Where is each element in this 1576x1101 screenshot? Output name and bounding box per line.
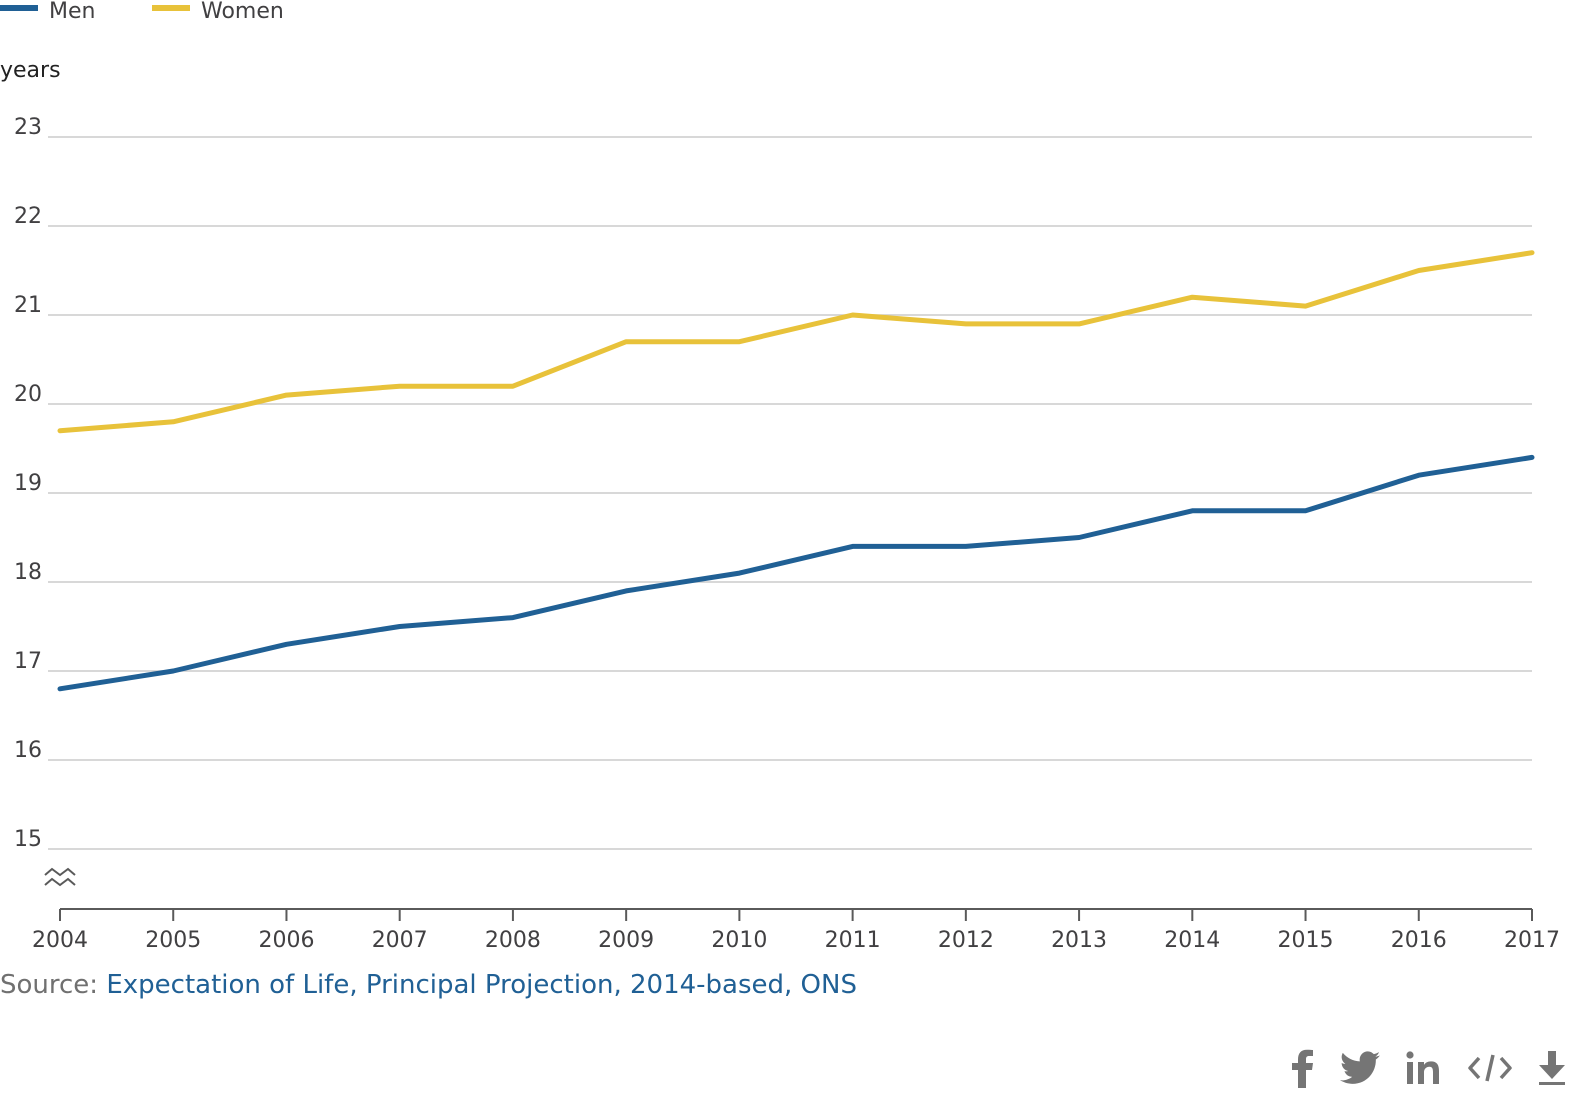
- x-tick-label: 2016: [1391, 928, 1447, 953]
- x-tick-label: 2010: [711, 928, 767, 953]
- legend-label-women: Women: [201, 0, 284, 24]
- y-axis-unit-label: years: [0, 58, 61, 83]
- x-tick-label: 2017: [1504, 928, 1560, 953]
- legend-swatch-men: [0, 5, 38, 11]
- embed-code-icon[interactable]: [1468, 1053, 1512, 1083]
- x-tick-label: 2009: [598, 928, 654, 953]
- source-link[interactable]: Expectation of Life, Principal Projectio…: [106, 970, 857, 1000]
- facebook-icon[interactable]: [1292, 1048, 1314, 1088]
- y-tick-label: 20: [14, 382, 42, 407]
- download-icon[interactable]: [1538, 1050, 1566, 1086]
- twitter-icon[interactable]: [1340, 1051, 1380, 1085]
- y-tick-label: 22: [14, 204, 42, 229]
- series-line-men: [57, 454, 1535, 692]
- x-tick-label: 2007: [372, 928, 428, 953]
- y-tick-label: 16: [14, 738, 42, 763]
- x-tick-label: 2008: [485, 928, 541, 953]
- legend: Men Women: [0, 0, 284, 24]
- x-tick-label: 2004: [32, 928, 88, 953]
- x-tick-label: 2013: [1051, 928, 1107, 953]
- x-tick-label: 2015: [1278, 928, 1334, 953]
- axis-break-icon: [44, 867, 76, 887]
- y-tick-label: 15: [14, 827, 42, 852]
- axis-break-mark: [44, 877, 76, 887]
- y-tick-label: 23: [14, 115, 42, 140]
- series-lines: [57, 250, 1535, 692]
- y-tick-label: 21: [14, 293, 42, 318]
- y-tick-label: 17: [14, 649, 42, 674]
- axis-break-mark: [44, 867, 76, 877]
- series-line-women: [57, 250, 1535, 434]
- x-tick-label: 2012: [938, 928, 994, 953]
- x-tick-label: 2005: [145, 928, 201, 953]
- source-line: Source: Expectation of Life, Principal P…: [0, 970, 857, 1000]
- x-tick-label: 2014: [1164, 928, 1220, 953]
- y-axis-ticks: 15 16 17 18 19 20 21 22 23: [14, 115, 42, 852]
- x-axis: 2004 2005 2006 2007 2008 2009 2010 2011 2012 2013…: [32, 908, 1560, 953]
- gridlines: [48, 136, 1532, 850]
- x-tick-label: 2011: [825, 928, 881, 953]
- legend-label-men: Men: [49, 0, 95, 24]
- share-toolbar: [1292, 1048, 1566, 1088]
- legend-swatch-women: [152, 5, 190, 11]
- y-tick-label: 19: [14, 471, 42, 496]
- source-prefix: Source:: [0, 970, 107, 1000]
- linkedin-icon[interactable]: [1406, 1051, 1442, 1085]
- x-tick-label: 2006: [258, 928, 314, 953]
- y-tick-label: 18: [14, 560, 42, 585]
